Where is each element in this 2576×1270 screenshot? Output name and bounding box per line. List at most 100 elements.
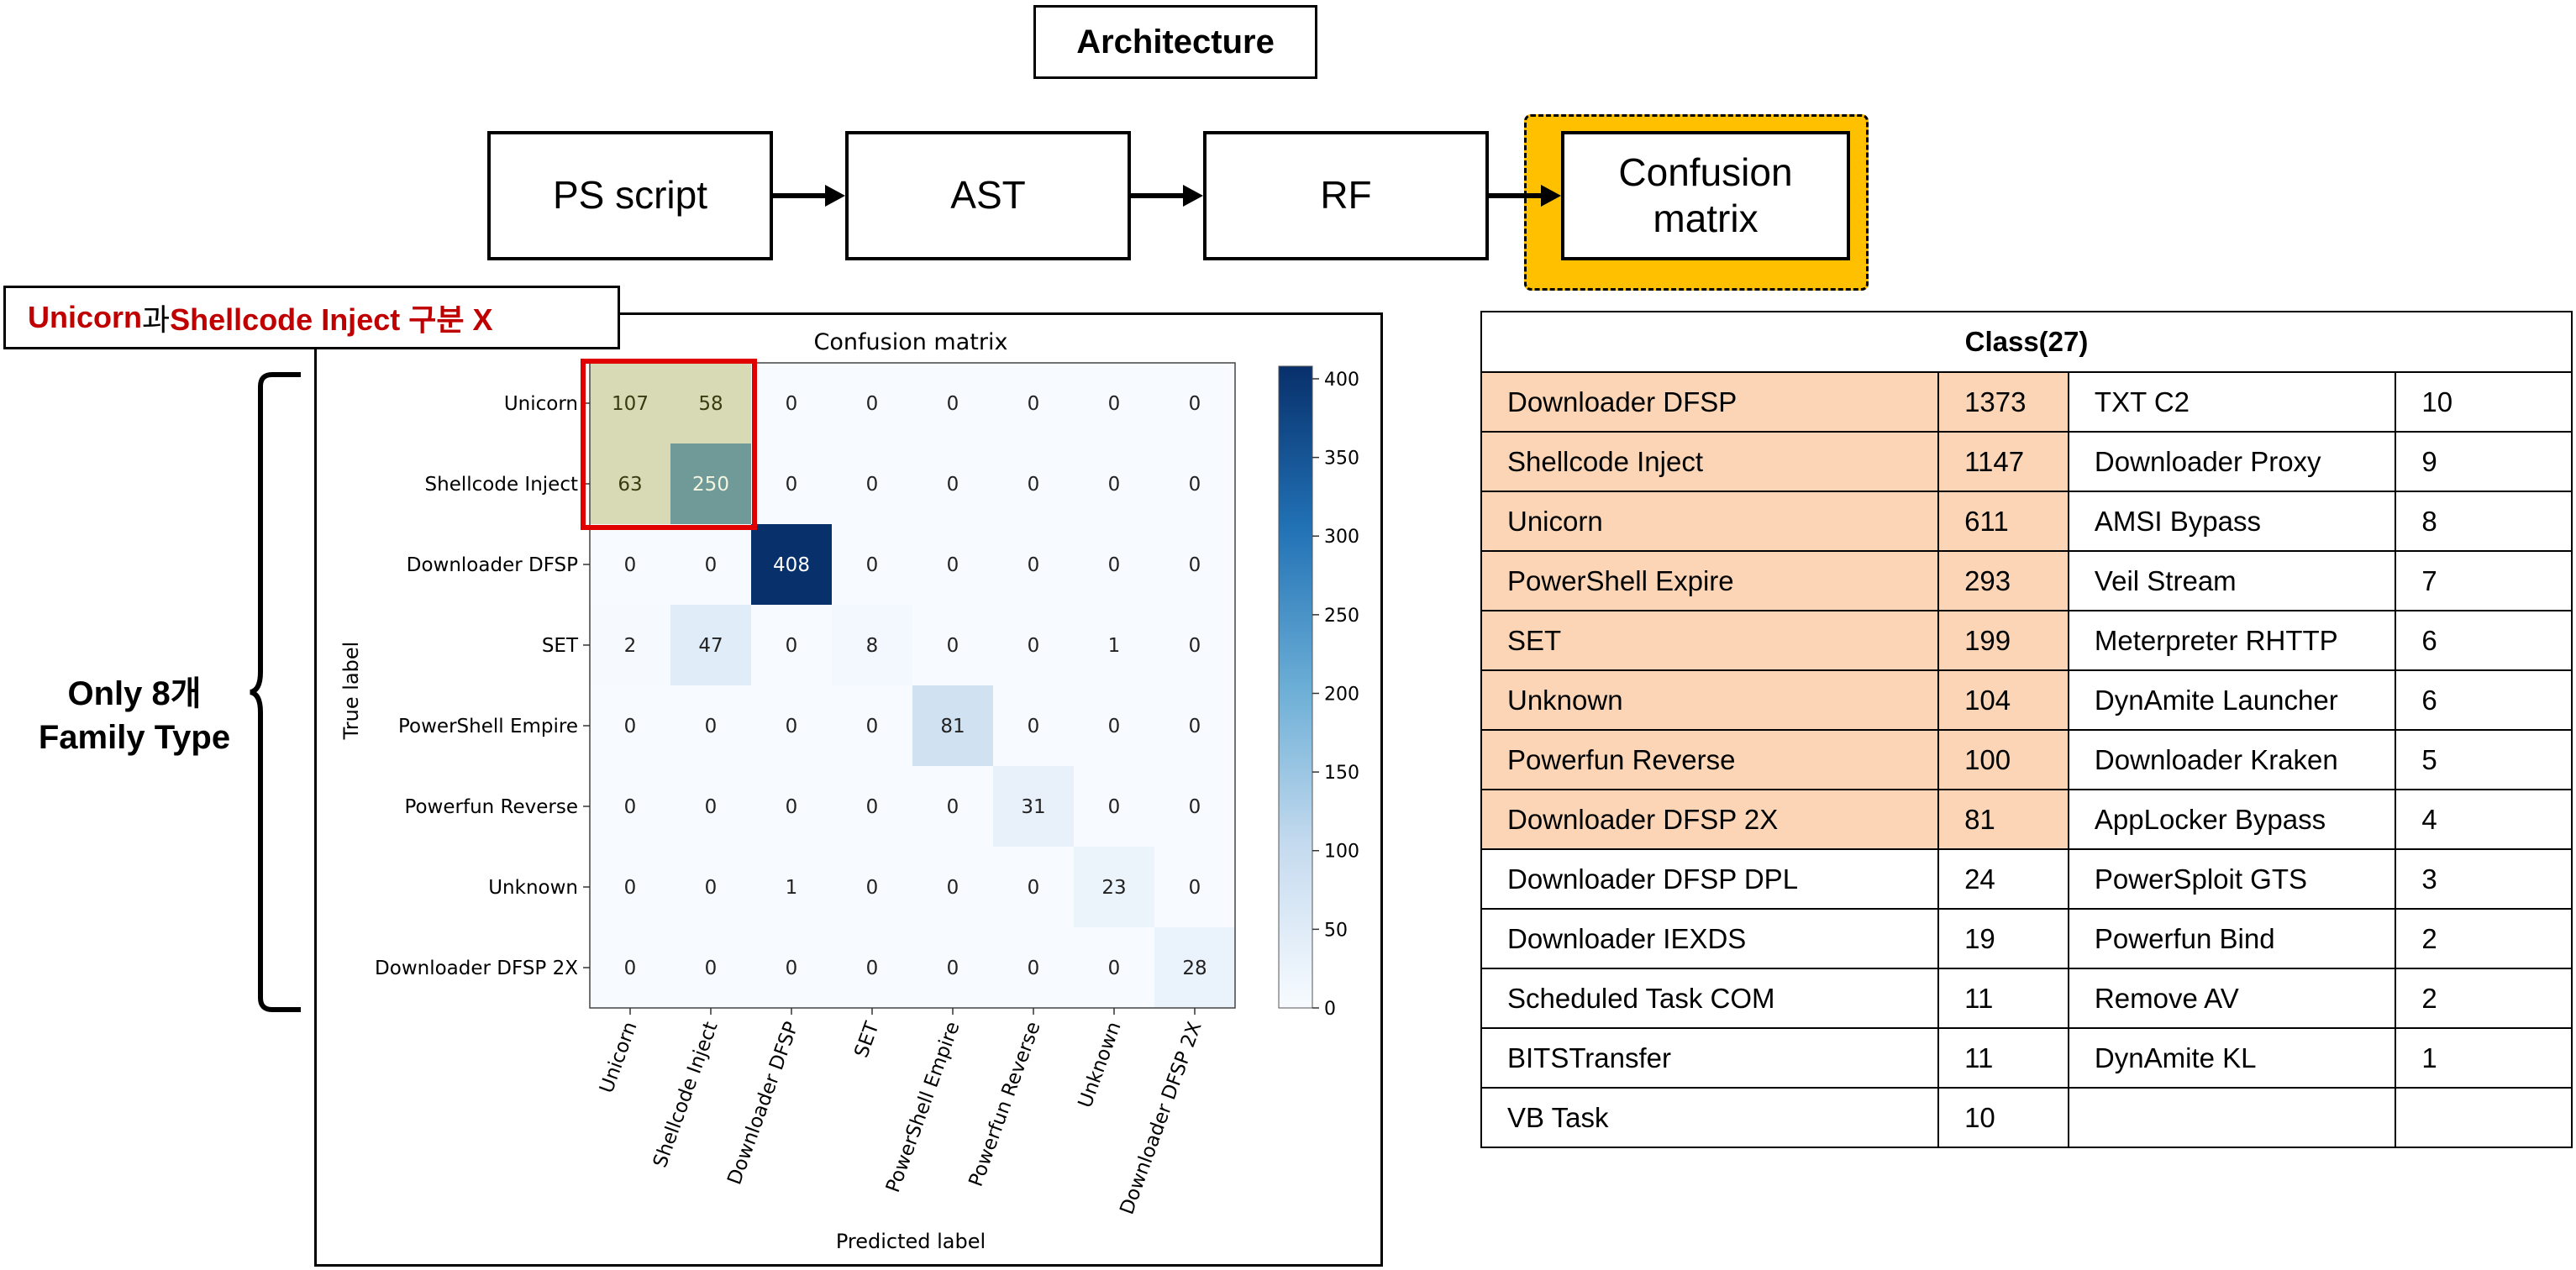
cm-cell (912, 927, 993, 1008)
y-tick-label: Unknown (488, 877, 578, 899)
table-row: Powerfun Reverse 100 Downloader Kraken 5 (1480, 729, 2573, 790)
class-count-cell: 24 (1937, 848, 2069, 910)
cm-cell (1154, 363, 1235, 443)
class-count-cell: 5 (2395, 729, 2573, 790)
cm-cell-value: 23 (1101, 877, 1126, 899)
class-name-cell (2067, 1087, 2397, 1148)
cm-cell (832, 363, 912, 443)
cm-cell-value: 1 (786, 877, 798, 899)
cm-cell-value: 0 (1028, 393, 1040, 415)
cm-cell-value: 0 (624, 554, 637, 576)
cm-cell-value: 0 (1108, 474, 1121, 496)
cm-cell-value: 0 (786, 393, 798, 415)
cm-cell (751, 766, 832, 847)
colorbar-tick-label: 350 (1324, 449, 1359, 470)
cm-cell (1074, 927, 1154, 1008)
class-name-cell: Downloader IEXDS (1480, 908, 1940, 969)
class-count-cell: 3 (2395, 848, 2573, 910)
y-tick-label: Downloader DFSP (407, 554, 578, 576)
cm-cell-value: 0 (1189, 393, 1201, 415)
x-tick-label: Unknown (1075, 1019, 1126, 1110)
cm-cell (590, 524, 670, 605)
cm-cell (912, 363, 993, 443)
note-shellcode: Shellcode Inject 구분 X (170, 302, 493, 337)
class-name-cell: AMSI Bypass (2067, 491, 2397, 552)
cm-cell (1154, 766, 1235, 847)
cm-cell (832, 443, 912, 524)
cm-cell-value: 63 (618, 474, 642, 496)
cm-cell (912, 766, 993, 847)
cm-cell-value: 0 (624, 877, 637, 899)
cm-cell-value: 107 (612, 393, 649, 415)
table-row: Unicorn 611 AMSI Bypass 8 (1480, 491, 2573, 552)
class-name-cell: Remove AV (2067, 968, 2397, 1029)
family-type-line2: Family Type (38, 719, 231, 756)
cm-cell (751, 685, 832, 766)
cm-cell (751, 363, 832, 443)
class-count-cell: 19 (1937, 908, 2069, 969)
class-count-cell: 8 (2395, 491, 2573, 552)
arrow-line (773, 193, 825, 198)
class-name-cell: Unknown (1480, 669, 1940, 731)
cm-cell (912, 685, 993, 766)
class-name-cell: Downloader DFSP (1480, 371, 1940, 433)
x-tick-label: Downloader DFSP 2X (1116, 1019, 1206, 1217)
cm-cell-value: 0 (624, 796, 637, 818)
cm-cell-value: 0 (1189, 716, 1201, 737)
cm-cell (832, 847, 912, 927)
class-name-cell: Scheduled Task COM (1480, 968, 1940, 1029)
cm-cell (912, 524, 993, 605)
y-tick-label: Unicorn (504, 393, 578, 415)
confusion-matrix-chart: Confusion matrix True label Predicted la… (339, 329, 1359, 1253)
y-tick-label: Powerfun Reverse (404, 796, 578, 818)
cm-cell (1154, 443, 1235, 524)
cm-cell (751, 847, 832, 927)
cm-cell (832, 524, 912, 605)
cm-cell-value: 0 (866, 393, 879, 415)
cm-cell (1074, 524, 1154, 605)
cm-cell (670, 443, 751, 524)
colorbar-tick-label: 200 (1324, 684, 1359, 705)
class-count-cell: 7 (2395, 550, 2573, 611)
cm-cell (751, 927, 832, 1008)
cm-cell-value: 0 (786, 796, 798, 818)
flow-step-ast: AST (845, 131, 1131, 260)
class-count-cell: 11 (1937, 1027, 2069, 1089)
note-unicorn: Unicorn (28, 300, 143, 334)
class-count-cell: 100 (1937, 729, 2069, 790)
cm-cell (1074, 685, 1154, 766)
x-tick-label: PowerShell Empire (882, 1019, 965, 1195)
cm-cell (670, 363, 751, 443)
cm-cell-value: 0 (947, 958, 959, 979)
cm-cell-value: 0 (786, 958, 798, 979)
cm-cell-value: 0 (1189, 796, 1201, 818)
cm-cell (832, 927, 912, 1008)
cm-cell (993, 927, 1074, 1008)
cm-cell (1074, 847, 1154, 927)
cm-cell-value: 0 (1028, 958, 1040, 979)
cm-cell-value: 0 (947, 554, 959, 576)
class-count-cell: 6 (2395, 669, 2573, 731)
class-name-cell: Unicorn (1480, 491, 1940, 552)
flow-step-rf: RF (1203, 131, 1489, 260)
cm-cell-value: 1 (1108, 635, 1121, 657)
cm-cell-value: 0 (1108, 716, 1121, 737)
cm-cell (1154, 524, 1235, 605)
cm-cell (1074, 766, 1154, 847)
cm-cell (912, 443, 993, 524)
cm-cell (590, 685, 670, 766)
cm-cell-value: 0 (1189, 554, 1201, 576)
class-count-cell: 9 (2395, 431, 2573, 492)
cm-cell (751, 443, 832, 524)
cm-cell-value: 0 (705, 796, 718, 818)
table-row: SET 199 Meterpreter RHTTP 6 (1480, 610, 2573, 671)
cm-cell-value: 0 (1189, 877, 1201, 899)
table-row: Unknown 104 DynAmite Launcher 6 (1480, 669, 2573, 731)
brace-icon (250, 372, 301, 1012)
cm-cell-value: 0 (866, 796, 879, 818)
arrow-line (1131, 193, 1183, 198)
table-header: Class(27) (1480, 311, 2573, 373)
cm-cell (993, 524, 1074, 605)
cm-cell-value: 0 (705, 958, 718, 979)
cm-cell (590, 766, 670, 847)
